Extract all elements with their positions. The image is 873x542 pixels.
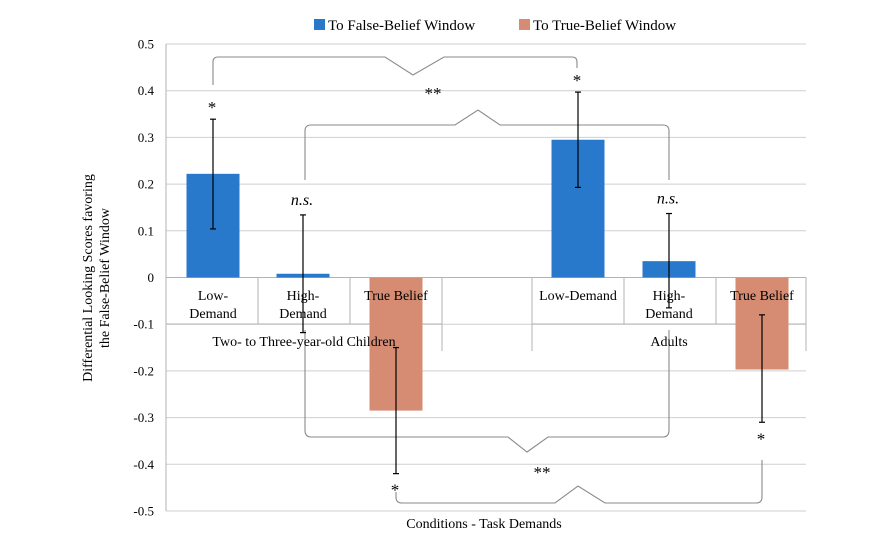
category-label: Low-Demand [539, 289, 617, 304]
significance-label: * [208, 98, 217, 117]
significance-label: n.s. [291, 192, 313, 209]
error-bars [210, 91, 765, 475]
comparison-label: ** [534, 463, 551, 482]
x-axis-title: Conditions - Task Demands [406, 517, 561, 532]
y-axis-title: Differential Looking Scores favoring [81, 174, 96, 382]
y-tick-label: 0.1 [138, 223, 154, 238]
significance-label: * [757, 429, 766, 448]
legend-swatch [519, 19, 530, 30]
y-tick-label: 0 [148, 270, 155, 285]
y-tick-label: -0.2 [133, 363, 154, 378]
legend: To False-Belief Window To True-Belief Win… [314, 18, 676, 34]
y-tick-label: 0.3 [138, 130, 154, 145]
category-label: True Belief [730, 289, 794, 304]
category-table [165, 44, 807, 511]
comparison-brackets [212, 56, 763, 504]
significance-label: n.s. [657, 191, 679, 208]
category-label: High- [287, 289, 320, 304]
category-label: High- [653, 289, 686, 304]
group-label: Adults [650, 335, 687, 350]
legend-swatch [314, 19, 325, 30]
legend-label: To True-Belief Window [533, 18, 676, 34]
y-tick-label: -0.4 [133, 457, 154, 472]
y-tick-label: -0.1 [133, 317, 154, 332]
group-label: Two- to Three-year-old Children [212, 335, 395, 350]
comparison-bracket [304, 109, 670, 180]
category-label: Demand [279, 307, 326, 322]
comparison-bracket [212, 56, 578, 85]
category-label: True Belief [364, 289, 428, 304]
category-label: Low- [198, 289, 229, 304]
y-tick-label: 0.2 [138, 177, 154, 192]
comparison-bracket [304, 330, 670, 453]
comparison-bracket [395, 460, 763, 504]
category-label: Demand [645, 307, 692, 322]
y-tick-label: -0.3 [133, 410, 154, 425]
y-axis-title: the False-Belief Window [98, 207, 113, 348]
y-tick-label: 0.5 [138, 37, 154, 52]
legend-label: To False-Belief Window [328, 18, 475, 34]
category-label: Demand [189, 307, 236, 322]
comparison-label: ** [425, 84, 442, 103]
y-tick-label: 0.4 [138, 83, 155, 98]
bars [186, 139, 789, 411]
chart-text: 0.5 0.4 0.3 0.2 0.1 0 -0.1 -0.2 -0.3 -0.4 -0.5 * n.s… [81, 37, 794, 533]
significance-label: * [391, 481, 400, 500]
significance-label: * [573, 71, 582, 90]
y-tick-label: -0.5 [133, 504, 154, 519]
